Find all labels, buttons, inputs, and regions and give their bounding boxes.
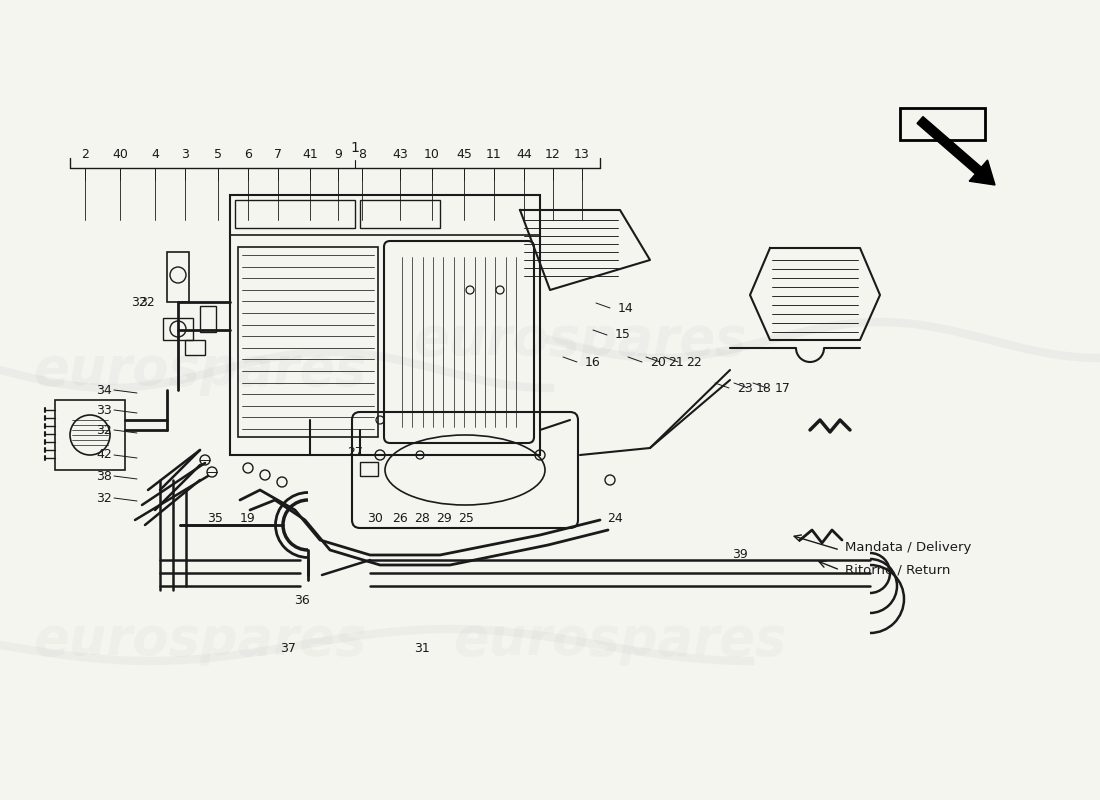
- Text: 28: 28: [414, 511, 430, 525]
- Bar: [230, 195, 540, 235]
- Text: 32: 32: [131, 295, 147, 309]
- Text: 40: 40: [112, 147, 128, 161]
- Bar: [163, 318, 192, 340]
- Text: 3: 3: [182, 147, 189, 161]
- Text: eurospares: eurospares: [453, 614, 786, 666]
- Text: 42: 42: [97, 449, 112, 462]
- Text: 5: 5: [214, 147, 222, 161]
- Text: 18: 18: [756, 382, 772, 394]
- Text: 27: 27: [348, 446, 363, 458]
- Bar: [55, 400, 125, 470]
- Text: 9: 9: [334, 147, 342, 161]
- Text: 29: 29: [436, 511, 452, 525]
- FancyArrow shape: [917, 117, 996, 185]
- Text: 4: 4: [151, 147, 158, 161]
- Text: 22: 22: [686, 355, 702, 369]
- Text: 36: 36: [294, 594, 310, 606]
- Text: 15: 15: [615, 329, 631, 342]
- Text: 34: 34: [97, 383, 112, 397]
- Text: 20: 20: [650, 355, 666, 369]
- Bar: [238, 247, 378, 437]
- Text: 38: 38: [96, 470, 112, 482]
- Text: 23: 23: [737, 382, 752, 394]
- Bar: [235, 200, 355, 228]
- Bar: [200, 306, 216, 332]
- Bar: [360, 200, 440, 228]
- Bar: [185, 340, 205, 355]
- Bar: [230, 195, 540, 455]
- Text: 26: 26: [392, 511, 408, 525]
- Text: 30: 30: [367, 511, 383, 525]
- Text: 37: 37: [280, 642, 296, 654]
- Text: eurospares: eurospares: [414, 314, 747, 366]
- Bar: [360, 462, 378, 476]
- Text: 1: 1: [351, 141, 360, 155]
- Text: 6: 6: [244, 147, 252, 161]
- Text: 41: 41: [302, 147, 318, 161]
- Bar: [900, 108, 984, 140]
- Text: 19: 19: [240, 511, 256, 525]
- Text: 14: 14: [618, 302, 634, 314]
- Text: 12: 12: [546, 147, 561, 161]
- Text: 7: 7: [274, 147, 282, 161]
- Text: 2: 2: [81, 147, 89, 161]
- Text: 25: 25: [458, 511, 474, 525]
- Text: 39: 39: [733, 549, 748, 562]
- Text: 43: 43: [392, 147, 408, 161]
- Text: 32: 32: [139, 295, 155, 309]
- Text: 13: 13: [574, 147, 590, 161]
- Text: 21: 21: [668, 355, 684, 369]
- Text: eurospares: eurospares: [33, 344, 366, 396]
- Text: 8: 8: [358, 147, 366, 161]
- Text: 45: 45: [456, 147, 472, 161]
- Text: 44: 44: [516, 147, 532, 161]
- Text: 31: 31: [414, 642, 430, 654]
- Text: 33: 33: [97, 403, 112, 417]
- Text: 17: 17: [776, 382, 791, 394]
- Text: 10: 10: [425, 147, 440, 161]
- Text: Ritorno / Return: Ritorno / Return: [845, 563, 950, 577]
- Text: 16: 16: [585, 355, 601, 369]
- Text: 35: 35: [207, 511, 223, 525]
- Text: 11: 11: [486, 147, 502, 161]
- Bar: [167, 252, 189, 302]
- Text: eurospares: eurospares: [33, 614, 366, 666]
- Text: 32: 32: [97, 423, 112, 437]
- Text: 24: 24: [607, 511, 623, 525]
- Text: 32: 32: [97, 491, 112, 505]
- Text: Mandata / Delivery: Mandata / Delivery: [845, 541, 971, 554]
